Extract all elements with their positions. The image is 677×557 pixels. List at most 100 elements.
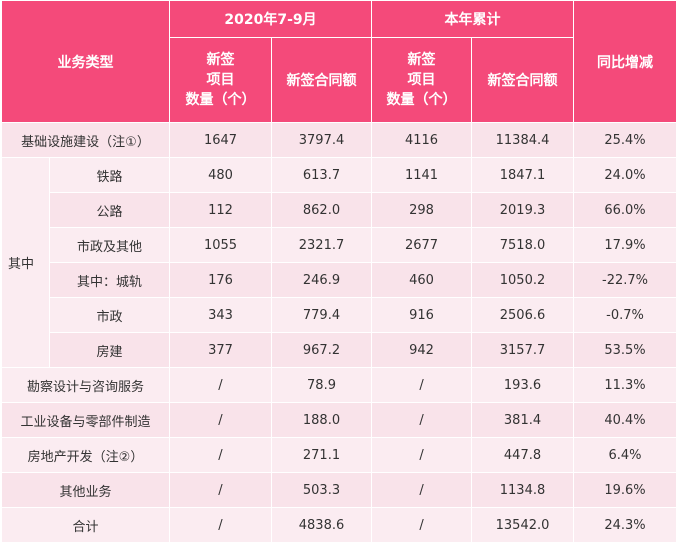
- yoy-change: 40.4%: [573, 402, 677, 438]
- ytd-count: 2677: [371, 227, 473, 263]
- contracts-table: 业务类型 2020年7-9月 本年累计 同比增减 新签 项目 数量（个） 新签合…: [1, 0, 677, 543]
- row-label: 房建: [49, 332, 170, 368]
- ytd-amount: 1050.2: [471, 262, 575, 298]
- table-row-total: 合计 / 4838.6 / 13542.0 24.3%: [1, 507, 677, 543]
- table-row: 其中：城轨 176 246.9 460 1050.2 -22.7%: [2, 262, 677, 298]
- yoy-change: 17.9%: [573, 227, 677, 263]
- period-count: 1647: [169, 122, 272, 158]
- ytd-amount: 193.6: [471, 367, 575, 403]
- period-amount: 3797.4: [270, 122, 373, 158]
- ytd-count: 298: [371, 192, 473, 228]
- yoy-change: -0.7%: [573, 297, 677, 333]
- period-amount: 862.0: [270, 192, 373, 228]
- period-amount-header: 新签合同额: [270, 37, 373, 123]
- ytd-count: /: [371, 437, 473, 473]
- ytd-count-header: 新签 项目 数量（个）: [371, 37, 473, 123]
- yoy-change: 25.4%: [573, 122, 677, 158]
- period-amount: 78.9: [270, 367, 373, 403]
- period-count-header: 新签 项目 数量（个）: [169, 37, 272, 123]
- row-label: 合计: [1, 507, 170, 543]
- count-header-line: 新签: [407, 52, 436, 68]
- yoy-change: 19.6%: [573, 472, 677, 508]
- period-amount: 779.4: [270, 297, 373, 333]
- ytd-amount: 3157.7: [471, 332, 575, 368]
- row-label: 市政及其他: [49, 227, 170, 263]
- header-row-sub: 新签 项目 数量（个） 新签合同额 新签 项目 数量（个） 新签合同额: [2, 37, 677, 123]
- yoy-header: 同比增减: [573, 0, 677, 123]
- table-row: 勘察设计与咨询服务 / 78.9 / 193.6 11.3%: [1, 367, 677, 403]
- row-label: 工业设备与零部件制造: [1, 402, 170, 438]
- period-count: 343: [169, 297, 272, 333]
- row-label: 其他业务: [1, 472, 170, 508]
- count-header-line: 项目: [407, 72, 436, 88]
- ytd-amount: 381.4: [471, 402, 575, 438]
- ytd-amount: 447.8: [471, 437, 575, 473]
- period-amount: 246.9: [270, 262, 373, 298]
- ytd-count: /: [371, 402, 473, 438]
- table-row: 市政 343 779.4 916 2506.6 -0.7%: [2, 297, 677, 333]
- yoy-change: 53.5%: [573, 332, 677, 368]
- period-count: /: [169, 472, 272, 508]
- ytd-amount: 2506.6: [471, 297, 575, 333]
- yoy-change: 6.4%: [573, 437, 677, 473]
- ytd-header: 本年累计: [371, 0, 575, 38]
- yoy-change: -22.7%: [573, 262, 677, 298]
- business-type-header: 业务类型: [1, 0, 170, 123]
- period-amount: 2321.7: [270, 227, 373, 263]
- count-header-line: 新签: [206, 52, 235, 68]
- ytd-count: /: [371, 367, 473, 403]
- ytd-amount: 2019.3: [471, 192, 575, 228]
- period-count: /: [169, 367, 272, 403]
- ytd-amount: 7518.0: [471, 227, 575, 263]
- period-header: 2020年7-9月: [168, 0, 373, 38]
- table-row: 基础设施建设（注①） 1647 3797.4 4116 11384.4 25.4…: [1, 122, 677, 158]
- count-header-line: 项目: [206, 72, 235, 88]
- row-label: 铁路: [49, 157, 170, 193]
- yoy-change: 11.3%: [573, 367, 677, 403]
- yoy-change: 24.3%: [573, 507, 677, 543]
- table-row: 市政及其他 1055 2321.7 2677 7518.0 17.9%: [2, 227, 677, 263]
- table-row: 公路 112 862.0 298 2019.3 66.0%: [2, 192, 677, 228]
- yoy-change: 66.0%: [573, 192, 677, 228]
- ytd-count: 1141: [371, 157, 473, 193]
- period-count: 176: [169, 262, 272, 298]
- period-count: 377: [169, 332, 272, 368]
- period-count: /: [169, 507, 272, 543]
- period-amount: 613.7: [270, 157, 373, 193]
- ytd-amount: 11384.4: [471, 122, 575, 158]
- count-header-line: 数量（个）: [185, 92, 256, 108]
- row-label: 其中：城轨: [49, 262, 170, 298]
- yoy-change: 24.0%: [573, 157, 677, 193]
- ytd-amount: 1847.1: [471, 157, 575, 193]
- period-amount: 271.1: [270, 437, 373, 473]
- period-count: 112: [169, 192, 272, 228]
- period-count: 480: [169, 157, 272, 193]
- period-count: /: [169, 402, 272, 438]
- period-count: /: [169, 437, 272, 473]
- period-amount: 503.3: [270, 472, 373, 508]
- ytd-count: /: [371, 472, 473, 508]
- ytd-amount: 1134.8: [471, 472, 575, 508]
- table-row: 其中 铁路 480 613.7 1141 1847.1 24.0%: [1, 157, 677, 368]
- ytd-count: /: [371, 507, 473, 543]
- ytd-count: 460: [371, 262, 473, 298]
- row-label: 基础设施建设（注①）: [1, 122, 170, 158]
- count-header-line: 数量（个）: [386, 92, 457, 108]
- row-label: 公路: [49, 192, 170, 228]
- ytd-amount-header: 新签合同额: [471, 37, 575, 123]
- row-label: 市政: [49, 297, 170, 333]
- period-count: 1055: [169, 227, 272, 263]
- table-row: 其他业务 / 503.3 / 1134.8 19.6%: [1, 472, 677, 508]
- period-amount: 967.2: [270, 332, 373, 368]
- row-label: 房地产开发（注②）: [1, 437, 170, 473]
- period-amount: 4838.6: [270, 507, 373, 543]
- table-row: 房地产开发（注②） / 271.1 / 447.8 6.4%: [1, 437, 677, 473]
- ytd-count: 916: [371, 297, 473, 333]
- table-row: 房建 377 967.2 942 3157.7 53.5%: [2, 332, 677, 368]
- table-row: 工业设备与零部件制造 / 188.0 / 381.4 40.4%: [1, 402, 677, 438]
- ytd-amount: 13542.0: [471, 507, 575, 543]
- ytd-count: 4116: [371, 122, 473, 158]
- group-label: 其中: [1, 157, 50, 368]
- header-row-top: 业务类型 2020年7-9月 本年累计 同比增减: [1, 0, 677, 123]
- ytd-count: 942: [371, 332, 473, 368]
